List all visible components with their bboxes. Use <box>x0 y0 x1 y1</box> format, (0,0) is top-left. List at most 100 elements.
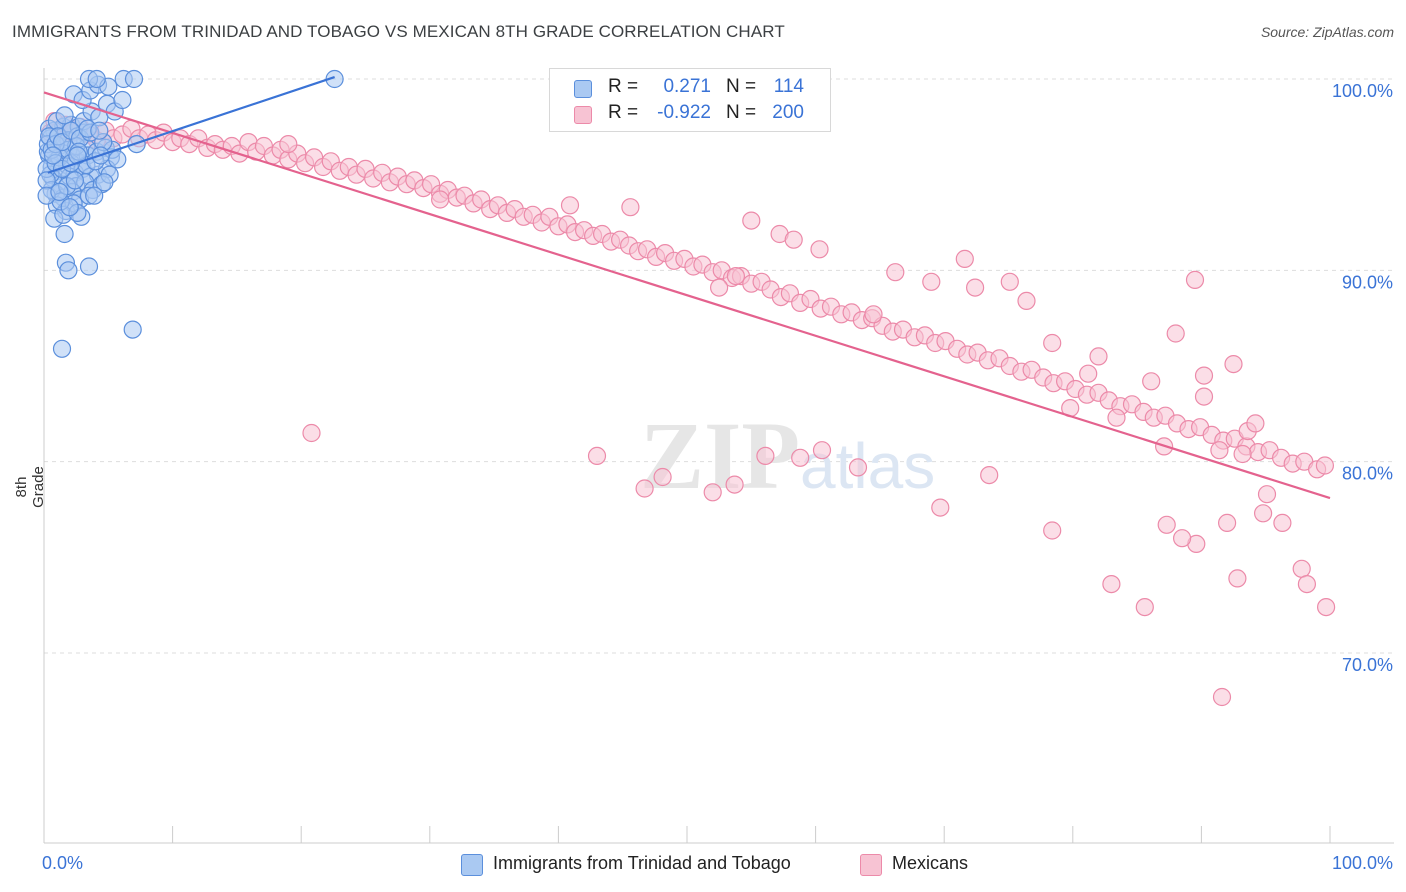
legend-n-value-blue: 114 <box>773 76 804 97</box>
data-point <box>791 448 810 467</box>
data-point <box>1017 291 1036 310</box>
data-point <box>1089 347 1108 366</box>
data-point <box>1166 324 1185 343</box>
legend-row-blue: R = 0.271 N = 114 <box>550 74 830 102</box>
data-point <box>980 466 999 485</box>
data-point <box>1273 513 1292 533</box>
data-point <box>810 240 829 259</box>
data-point <box>1233 444 1252 464</box>
data-point <box>653 467 672 487</box>
legend-n-value-pink: 200 <box>772 102 804 123</box>
data-point <box>1142 372 1161 391</box>
legend-row-pink: R = -0.922 N = 200 <box>550 100 830 128</box>
data-point <box>1043 521 1062 540</box>
trendline-trinidad <box>47 76 335 174</box>
data-point <box>55 224 74 244</box>
data-point <box>52 339 72 358</box>
data-point <box>1297 574 1317 594</box>
trendline-mexicans <box>43 91 1331 500</box>
legend-swatch-trinidad <box>461 854 483 876</box>
data-point <box>1000 272 1019 291</box>
data-point <box>560 196 580 215</box>
series-legend: Immigrants from Trinidad and Tobago Mexi… <box>0 852 1406 878</box>
data-point <box>635 479 654 498</box>
data-point <box>1079 364 1098 383</box>
data-point <box>431 190 450 209</box>
data-point <box>864 305 883 324</box>
trinidad-points <box>37 69 344 358</box>
data-point <box>1210 441 1229 460</box>
data-point <box>1316 597 1336 617</box>
data-point <box>1172 529 1192 548</box>
y-tick-label: 70.0% <box>1342 655 1393 675</box>
legend-n-label: N = <box>726 76 757 97</box>
data-point <box>50 182 69 201</box>
gridlines <box>44 78 1394 654</box>
data-point <box>1228 569 1247 588</box>
data-point <box>108 150 127 169</box>
legend-swatch-mexicans <box>860 854 882 876</box>
legend-r-label: R = <box>608 76 639 97</box>
data-point <box>1315 456 1335 475</box>
data-point <box>1253 504 1273 523</box>
legend-r-value-pink: -0.922 <box>657 102 711 123</box>
data-point <box>95 173 114 192</box>
legend-n-label: N = <box>726 102 757 123</box>
data-point <box>1194 366 1214 385</box>
data-point <box>726 267 746 286</box>
data-point <box>65 171 85 190</box>
data-point <box>79 257 99 276</box>
data-point <box>1217 513 1237 533</box>
data-point <box>1157 515 1176 534</box>
data-point <box>931 498 950 517</box>
data-point <box>1224 355 1243 374</box>
y-tick-label: 80.0% <box>1342 464 1393 484</box>
legend-label-mexicans: Mexicans <box>892 853 969 873</box>
data-point <box>279 135 298 154</box>
data-point <box>1246 414 1265 433</box>
data-point <box>1107 408 1126 427</box>
data-point <box>1194 387 1214 406</box>
data-point <box>709 278 729 297</box>
trendlines <box>43 76 1331 500</box>
data-point <box>784 230 803 249</box>
x-tick-label: 100.0% <box>1332 853 1393 873</box>
data-point <box>922 272 941 291</box>
data-point <box>1185 270 1205 289</box>
data-point <box>848 458 868 477</box>
data-point <box>59 261 78 280</box>
y-tick-label: 90.0% <box>1342 272 1393 292</box>
legend-r-value-blue: 0.271 <box>663 76 711 97</box>
data-point <box>1135 597 1154 617</box>
watermark-atlas: atlas <box>800 430 935 502</box>
data-point <box>55 106 74 125</box>
data-point <box>886 263 905 282</box>
data-point <box>621 198 640 217</box>
data-point <box>90 121 109 140</box>
data-point <box>703 483 722 502</box>
y-tick-label: 100.0% <box>1332 81 1393 101</box>
data-point <box>756 446 775 465</box>
correlation-legend: R = 0.271 N = 114 R = -0.922 N = 200 <box>549 68 831 132</box>
data-point <box>87 69 106 89</box>
data-point <box>43 146 63 165</box>
data-point <box>85 186 104 205</box>
chart-title: IMMIGRANTS FROM TRINIDAD AND TOBAGO VS M… <box>12 22 785 41</box>
legend-label-trinidad: Immigrants from Trinidad and Tobago <box>493 853 791 873</box>
data-point <box>60 198 79 217</box>
data-point <box>742 211 761 230</box>
data-point <box>1043 333 1062 353</box>
legend-r-label: R = <box>608 102 639 123</box>
data-point <box>812 441 832 460</box>
x-tick-label: 0.0% <box>42 853 83 873</box>
source-credit: Source: ZipAtlas.com <box>1260 24 1394 40</box>
data-point <box>955 249 974 268</box>
data-point <box>965 278 985 297</box>
data-point <box>1102 574 1121 594</box>
data-point <box>1212 687 1232 707</box>
data-point <box>123 320 142 339</box>
data-point <box>1257 485 1277 504</box>
data-point <box>124 69 144 89</box>
data-point <box>587 446 607 465</box>
data-point <box>725 475 744 494</box>
